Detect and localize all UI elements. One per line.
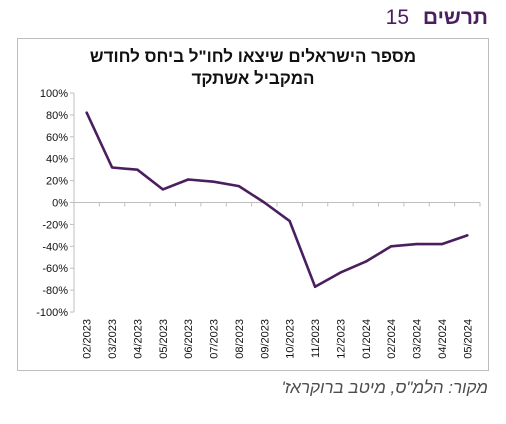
data-point (136, 168, 139, 171)
y-tick-label: 60% (46, 132, 68, 144)
y-tick-label: -60% (42, 263, 68, 275)
y-tick-label: 20% (46, 176, 68, 188)
data-point (263, 201, 266, 204)
x-tick-label: 10/2023 (285, 319, 297, 359)
data-point (288, 219, 291, 223)
data-point (85, 111, 88, 114)
x-tick-label: 07/2023 (209, 319, 221, 359)
chart-title-line-2: המקביל אשתקד (191, 69, 315, 88)
data-point (389, 245, 393, 248)
data-point (466, 234, 469, 237)
data-point (364, 260, 368, 263)
figure-header: תרשים 15 (386, 6, 488, 30)
y-tick-label: 80% (46, 110, 68, 122)
data-point (440, 242, 444, 246)
data-point (186, 178, 190, 181)
data-point (161, 188, 165, 191)
data-point (212, 180, 215, 183)
chart-container: מספר הישראלים שיצאו לחו"ל ביחס לחודש המק… (17, 38, 489, 371)
y-tick-label: 0% (52, 198, 68, 210)
x-tick-label: 09/2023 (259, 319, 271, 359)
x-tick-label: 11/2023 (310, 319, 322, 358)
x-tick-label: 02/2023 (82, 319, 94, 359)
x-tick-label: 04/2023 (132, 319, 144, 359)
y-tick-label: 100% (40, 88, 68, 100)
y-tick-label: -20% (42, 219, 68, 231)
x-tick-label: 05/2023 (158, 319, 170, 359)
y-tick-label: -40% (42, 241, 68, 253)
figure-label: תרשים (422, 6, 488, 29)
x-tick-label: 12/2023 (335, 319, 347, 359)
x-tick-label: 02/2024 (386, 319, 398, 359)
chart-title-line-1: מספר הישראלים שיצאו לחו"ל ביחס לחודש (89, 47, 417, 66)
source-note: מקור: הלמ"ס, מיטב ברוקראז' (281, 378, 488, 397)
x-tick-label: 04/2024 (437, 319, 449, 359)
y-tick-label: 40% (46, 154, 68, 166)
line-chart: 100% 80% 60% 40% 20% 0% -20% -40% -60% -80% -100% 0… (36, 88, 481, 359)
x-tick-label: 03/2024 (412, 319, 424, 359)
figure-number: 15 (385, 6, 410, 29)
data-point (313, 285, 317, 289)
data-point (339, 271, 342, 274)
x-tick-label: 03/2023 (107, 319, 119, 359)
y-tick-label: -80% (42, 285, 68, 297)
x-tick-label: 05/2024 (462, 319, 474, 359)
x-tick-label: 01/2024 (361, 319, 373, 359)
x-tick-label: 08/2023 (234, 319, 246, 359)
data-point (110, 166, 114, 169)
data-point (237, 184, 241, 188)
y-tick-label: -100% (36, 307, 68, 319)
series-line (85, 111, 469, 289)
data-point (415, 242, 418, 246)
x-tick-label: 06/2023 (183, 319, 195, 359)
